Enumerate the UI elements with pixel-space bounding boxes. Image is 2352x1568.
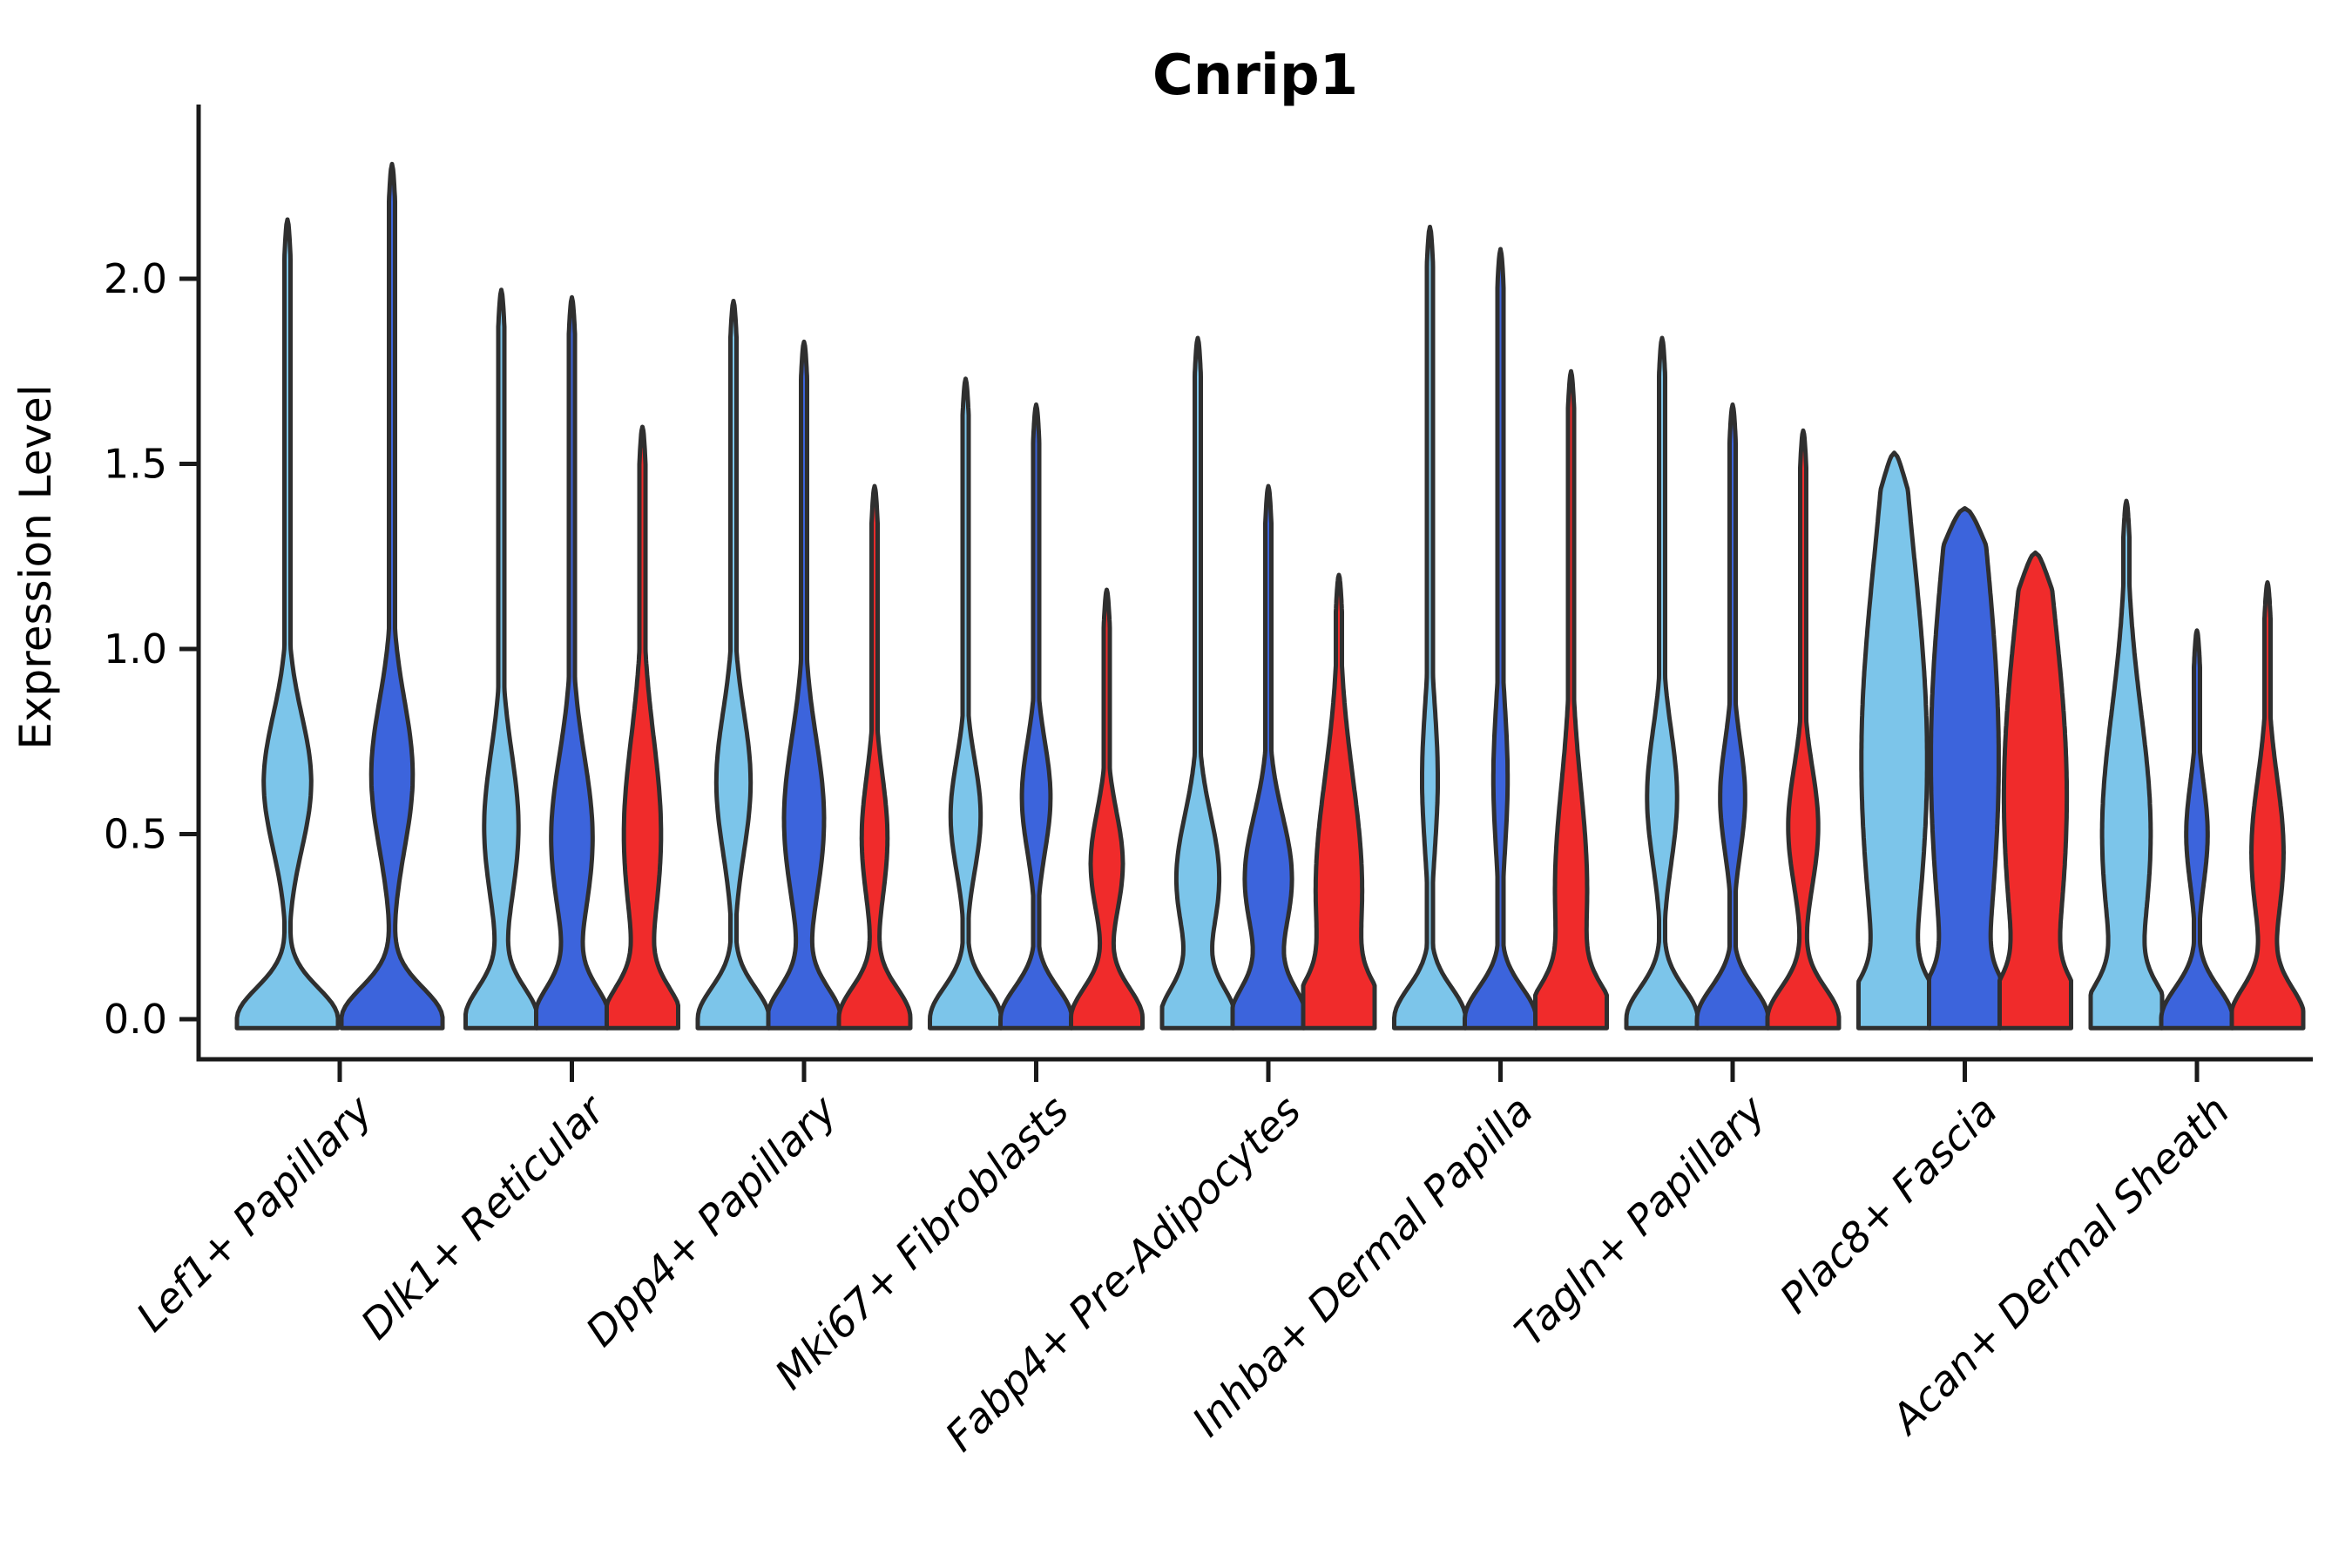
violin-acan-dermal-sheath-red (2229, 580, 2306, 1031)
violin-dlk1-reticular-red (605, 424, 680, 1031)
y-tick-label: 0.0 (104, 996, 167, 1043)
x-ticks (337, 1059, 2200, 1082)
violin-mki67-fibroblasts-light_blue (928, 376, 1004, 1031)
y-tick-label: 0.5 (104, 811, 167, 858)
plot-title: Cnrip1 (1152, 44, 1358, 108)
violin-dlk1-reticular-dark_blue (534, 294, 610, 1031)
violin-dpp4-papillary-light_blue (695, 299, 772, 1031)
violin-series (234, 161, 2306, 1031)
violin-fabp4-pre-adipocytes-red (1301, 572, 1377, 1031)
violin-dlk1-reticular-light_blue (463, 287, 539, 1031)
violin-inhba-dermal-papilla-light_blue (1392, 225, 1468, 1031)
violin-acan-dermal-sheath-dark_blue (2159, 628, 2235, 1031)
violin-plac8-fascia-red (1997, 551, 2073, 1031)
violin-dpp4-papillary-red (836, 483, 913, 1031)
violin-tagln-papillary-light_blue (1624, 335, 1700, 1031)
violin-acan-dermal-sheath-light_blue (2088, 498, 2165, 1031)
violin-dpp4-papillary-dark_blue (766, 339, 842, 1031)
violin-mki67-fibroblasts-red (1069, 587, 1145, 1031)
y-ticks (179, 276, 199, 1022)
violin-fabp4-pre-adipocytes-light_blue (1159, 335, 1236, 1031)
y-tick-label: 1.0 (104, 625, 167, 672)
violin-tagln-papillary-dark_blue (1694, 402, 1771, 1031)
violin-plac8-fascia-dark_blue (1927, 506, 2003, 1031)
axes (179, 105, 2313, 1082)
y-tick-label: 1.5 (104, 441, 167, 488)
violin-lef1-papillary-light_blue (234, 217, 341, 1031)
violin-plac8-fascia-light_blue (1856, 450, 1932, 1031)
violin-tagln-papillary-red (1765, 428, 1842, 1031)
violin-fabp4-pre-adipocytes-dark_blue (1230, 483, 1307, 1031)
violin-inhba-dermal-papilla-red (1533, 368, 1609, 1031)
violin-lef1-papillary-dark_blue (339, 161, 445, 1031)
violin-inhba-dermal-papilla-dark_blue (1463, 247, 1538, 1031)
y-tick-label: 2.0 (104, 255, 167, 302)
y-axis-label: Expression Level (10, 384, 61, 749)
y-tick-labels: 0.0 0.5 1.0 1.5 2.0 (104, 255, 167, 1043)
violin-mki67-fibroblasts-dark_blue (998, 402, 1074, 1031)
